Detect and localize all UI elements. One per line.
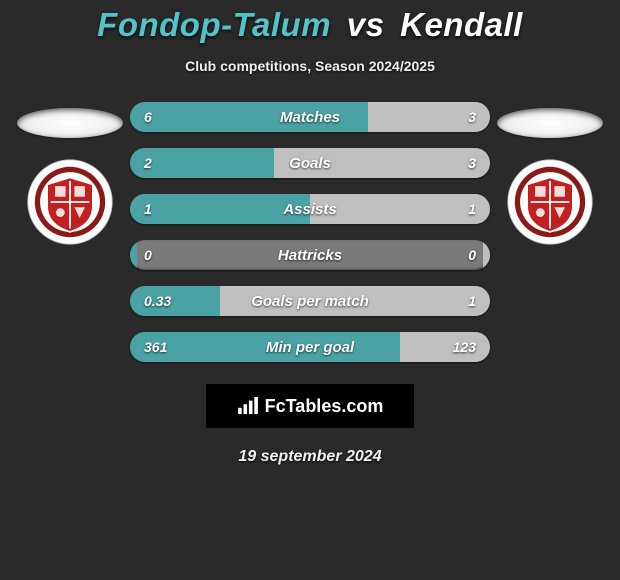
stat-value-left: 0.33 (144, 286, 171, 316)
stat-value-right: 3 (468, 148, 476, 178)
stat-label: Min per goal (130, 332, 490, 362)
stat-label: Assists (130, 194, 490, 224)
stat-value-right: 1 (468, 286, 476, 316)
fctables-logo-icon (237, 397, 259, 415)
stat-value-right: 3 (468, 102, 476, 132)
comparison-body: Matches63Goals23Assists11Hattricks00Goal… (0, 102, 620, 362)
brand-badge[interactable]: FcTables.com (206, 384, 414, 428)
stat-value-left: 2 (144, 148, 152, 178)
stat-label: Hattricks (130, 240, 490, 270)
date-line: 19 september 2024 (0, 448, 620, 466)
page-title: Fondop-Talum vs Kendall (0, 6, 620, 44)
stat-bar: Goals2 3 (130, 148, 490, 178)
player1-name: Fondop-Talum (97, 6, 331, 43)
comparison-card: Fondop-Talum vs Kendall Club competition… (0, 0, 620, 466)
stat-bar: Hattricks0 0 (130, 240, 490, 270)
player1-club-crest (26, 158, 114, 246)
stat-bar: Min per goal361 123 (130, 332, 490, 362)
subtitle: Club competitions, Season 2024/2025 (0, 58, 620, 74)
player2-club-crest (506, 158, 594, 246)
stat-label: Goals per match (130, 286, 490, 316)
brand-name: FcTables.com (265, 396, 384, 417)
stat-value-left: 6 (144, 102, 152, 132)
stat-value-left: 1 (144, 194, 152, 224)
right-side (490, 102, 610, 246)
stat-bar: Assists1 1 (130, 194, 490, 224)
stat-bar: Goals per match0.33 1 (130, 286, 490, 316)
vs-label: vs (347, 6, 385, 43)
stat-bar: Matches6 3 (130, 102, 490, 132)
stat-value-right: 1 (468, 194, 476, 224)
player1-photo-placeholder (17, 108, 123, 138)
player2-photo-placeholder (497, 108, 603, 138)
stat-value-left: 0 (144, 240, 152, 270)
shield-icon (506, 158, 594, 246)
shield-icon (26, 158, 114, 246)
stat-label: Goals (130, 148, 490, 178)
stat-label: Matches (130, 102, 490, 132)
player2-name: Kendall (400, 6, 523, 43)
stat-value-left: 361 (144, 332, 167, 362)
left-side (10, 102, 130, 246)
stat-value-right: 123 (453, 332, 476, 362)
stats-bars: Matches63Goals23Assists11Hattricks00Goal… (130, 102, 490, 362)
stat-value-right: 0 (468, 240, 476, 270)
